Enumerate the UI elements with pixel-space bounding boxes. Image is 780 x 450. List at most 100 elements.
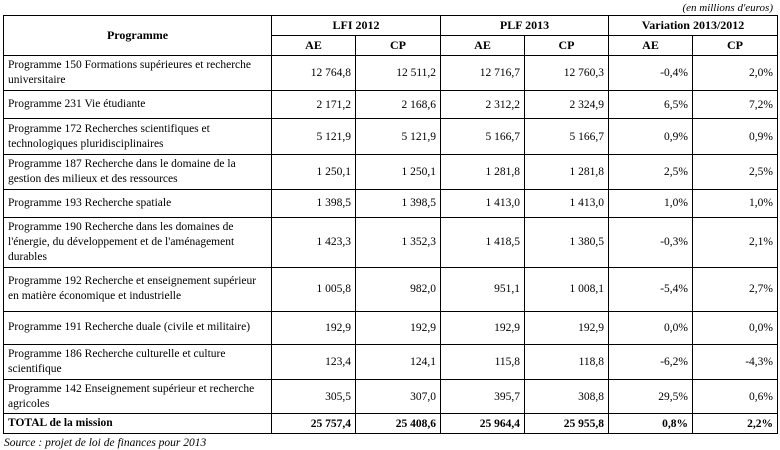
subheader-var-ae: AE — [608, 35, 694, 56]
table-row-programme-150: Programme 150 Formations supérieures et … — [3, 55, 779, 91]
cell-plf-cp: 12 760,3 — [524, 55, 610, 91]
cell-plf-ae: 115,8 — [440, 343, 526, 380]
table-row-programme-231: Programme 231 Vie étudiante 2 171,2 2 16… — [3, 90, 779, 119]
cell-plf-ae: 2 312,2 — [440, 90, 526, 119]
cell-var-ae: 0,8% — [608, 413, 694, 435]
cell-var-ae: 0,0% — [608, 310, 694, 345]
cell-lfi-cp: 982,0 — [354, 266, 442, 312]
cell-var-ae: -0,3% — [608, 216, 694, 268]
cell-plf-ae: 1 413,0 — [440, 188, 526, 218]
group-header-plf-2013: PLF 2013 — [440, 15, 610, 36]
col-header-programme: Programme — [3, 15, 272, 56]
cell-programme-name: Programme 186 Recherche culturelle et cu… — [3, 343, 272, 380]
header-row-subheaders: AE CP AE CP AE CP — [4, 35, 779, 56]
cell-plf-cp: 1 008,1 — [524, 266, 610, 312]
cell-var-ae: 6,5% — [608, 90, 694, 119]
cell-lfi-cp: 307,0 — [354, 378, 442, 415]
cell-var-cp: 2,2% — [692, 413, 779, 435]
table-row-programme-186: Programme 186 Recherche culturelle et cu… — [3, 343, 779, 380]
cell-var-ae: 1,0% — [608, 188, 694, 218]
subheader-var-cp: CP — [692, 35, 779, 56]
table-row-programme-193: Programme 193 Recherche spatiale 1 398,5… — [3, 188, 779, 218]
cell-lfi-cp: 1 250,1 — [354, 154, 442, 190]
cell-plf-ae: 1 418,5 — [440, 216, 526, 268]
cell-plf-ae: 951,1 — [440, 266, 526, 312]
cell-var-cp: 0,9% — [692, 118, 779, 155]
cell-lfi-cp: 2 168,6 — [354, 90, 442, 119]
cell-var-ae: 29,5% — [608, 378, 694, 415]
cell-var-ae: 0,9% — [608, 118, 694, 155]
cell-var-cp: 0,6% — [692, 378, 779, 415]
cell-lfi-ae: 192,9 — [271, 310, 356, 345]
table-row-programme-190: Programme 190 Recherche dans les domaine… — [3, 216, 779, 268]
cell-programme-name: Programme 150 Formations supérieures et … — [3, 55, 272, 91]
cell-plf-cp: 192,9 — [524, 310, 610, 345]
table-row-programme-187: Programme 187 Recherche dans le domaine … — [3, 154, 779, 190]
cell-lfi-cp: 1 398,5 — [354, 188, 442, 218]
cell-plf-cp: 1 281,8 — [524, 154, 610, 190]
cell-total-label: TOTAL de la mission — [3, 413, 272, 435]
subheader-lfi-cp: CP — [354, 35, 442, 56]
cell-plf-ae: 192,9 — [440, 310, 526, 345]
cell-plf-ae: 25 964,4 — [440, 413, 526, 435]
cell-plf-cp: 1 413,0 — [524, 188, 610, 218]
cell-programme-name: Programme 190 Recherche dans les domaine… — [3, 216, 272, 268]
unit-note: (en millions d'euros) — [682, 2, 773, 14]
cell-lfi-cp: 124,1 — [354, 343, 442, 380]
budget-table: Programme LFI 2012 PLF 2013 Variation 20… — [3, 15, 779, 435]
cell-var-cp: 2,1% — [692, 216, 779, 268]
cell-plf-cp: 25 955,8 — [524, 413, 610, 435]
cell-lfi-ae: 123,4 — [271, 343, 356, 380]
cell-plf-cp: 5 166,7 — [524, 118, 610, 155]
cell-programme-name: Programme 193 Recherche spatiale — [3, 188, 272, 218]
group-header-lfi-2012: LFI 2012 — [270, 15, 442, 36]
table-row-programme-191: Programme 191 Recherche duale (civile et… — [3, 310, 779, 345]
cell-programme-name: Programme 191 Recherche duale (civile et… — [3, 310, 272, 345]
cell-lfi-ae: 1 423,3 — [271, 216, 356, 268]
cell-var-cp: 2,5% — [692, 154, 779, 190]
cell-lfi-ae: 2 171,2 — [271, 90, 356, 119]
cell-var-cp: 7,2% — [692, 90, 779, 119]
cell-lfi-cp: 25 408,6 — [354, 413, 442, 435]
cell-programme-name: Programme 142 Enseignement supérieur et … — [3, 378, 272, 415]
cell-var-ae: -0,4% — [608, 55, 694, 91]
cell-var-ae: 2,5% — [608, 154, 694, 190]
cell-plf-cp: 118,8 — [524, 343, 610, 380]
cell-lfi-ae: 1 398,5 — [271, 188, 356, 218]
cell-plf-cp: 308,8 — [524, 378, 610, 415]
cell-var-ae: -6,2% — [608, 343, 694, 380]
cell-lfi-cp: 5 121,9 — [354, 118, 442, 155]
cell-plf-ae: 12 716,7 — [440, 55, 526, 91]
cell-lfi-ae: 1 250,1 — [271, 154, 356, 190]
subheader-lfi-ae: AE — [271, 35, 356, 56]
source-note: Source : projet de loi de finances pour … — [4, 437, 207, 450]
cell-lfi-ae: 305,5 — [271, 378, 356, 415]
cell-lfi-cp: 192,9 — [354, 310, 442, 345]
cell-plf-ae: 395,7 — [440, 378, 526, 415]
cell-plf-cp: 2 324,9 — [524, 90, 610, 119]
subheader-plf-ae: AE — [440, 35, 526, 56]
cell-var-cp: 0,0% — [692, 310, 779, 345]
cell-var-cp: 2,0% — [692, 55, 779, 91]
table-row-programme-142: Programme 142 Enseignement supérieur et … — [3, 378, 779, 415]
cell-lfi-ae: 12 764,8 — [271, 55, 356, 91]
cell-var-cp: 1,0% — [692, 188, 779, 218]
cell-plf-ae: 5 166,7 — [440, 118, 526, 155]
cell-var-cp: -4,3% — [692, 343, 779, 380]
cell-var-cp: 2,7% — [692, 266, 779, 312]
cell-plf-ae: 1 281,8 — [440, 154, 526, 190]
cell-plf-cp: 1 380,5 — [524, 216, 610, 268]
cell-lfi-cp: 12 511,2 — [354, 55, 442, 91]
group-header-variation: Variation 2013/2012 — [608, 15, 779, 36]
table-row-total: TOTAL de la mission 25 757,4 25 408,6 25… — [3, 413, 779, 435]
cell-programme-name: Programme 192 Recherche et enseignement … — [3, 266, 272, 312]
cell-lfi-ae: 25 757,4 — [271, 413, 356, 435]
table-row-programme-172: Programme 172 Recherches scientifiques e… — [3, 118, 779, 155]
cell-lfi-cp: 1 352,3 — [354, 216, 442, 268]
table-row-programme-192: Programme 192 Recherche et enseignement … — [3, 266, 779, 312]
cell-programme-name: Programme 231 Vie étudiante — [3, 90, 272, 119]
cell-programme-name: Programme 187 Recherche dans le domaine … — [3, 154, 272, 190]
subheader-plf-cp: CP — [524, 35, 610, 56]
header-row-groups: Programme LFI 2012 PLF 2013 Variation 20… — [3, 15, 779, 56]
